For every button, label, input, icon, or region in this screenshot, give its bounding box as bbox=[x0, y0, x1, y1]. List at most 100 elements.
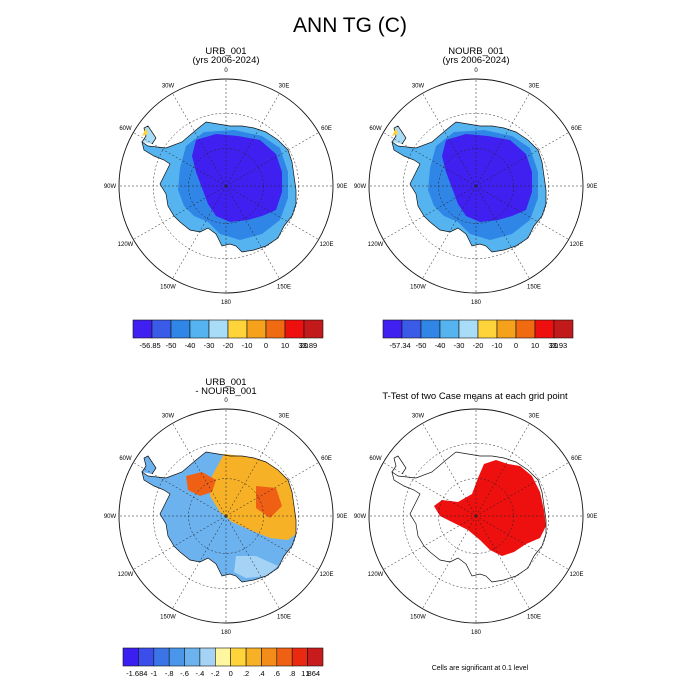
colorbar-swatch bbox=[458, 319, 479, 339]
colorbar-diff: -1.684 -1 -.8 -.6 -.4 -.2 0 .2 .4 .6 .8 11.864 bbox=[122, 647, 324, 678]
longitude-label-90w: 90W bbox=[354, 514, 367, 520]
peninsula-coastline bbox=[391, 455, 407, 475]
longitude-label-150w: 150W bbox=[160, 615, 176, 621]
meridian-line bbox=[475, 185, 530, 279]
meridian-line bbox=[383, 185, 477, 240]
colorbar-swatch bbox=[122, 647, 139, 667]
peninsula-coastline bbox=[391, 125, 407, 145]
colorbar-label: -10 bbox=[492, 341, 503, 350]
longitude-label-150e: 150E bbox=[277, 615, 291, 621]
colorbar-swatch bbox=[291, 647, 308, 667]
colorbar-label: -10 bbox=[242, 341, 253, 350]
meridian-line bbox=[225, 132, 319, 187]
meridian-line bbox=[383, 132, 477, 187]
diff-cool-south bbox=[234, 556, 278, 578]
colorbar-swatch bbox=[199, 647, 216, 667]
colorbar-label: -.8 bbox=[165, 669, 174, 678]
longitude-label-0: 0 bbox=[224, 68, 228, 74]
longitude-label-0: 0 bbox=[224, 398, 228, 404]
colorbar-swatch bbox=[227, 319, 248, 339]
colorbar-swatch bbox=[261, 647, 278, 667]
longitude-label-60w: 60W bbox=[369, 126, 382, 132]
colorbar-label: .8 bbox=[289, 669, 295, 678]
panel-title-ttest: T-Test of two Case means at each grid po… bbox=[345, 391, 605, 402]
longitude-label-120w: 120W bbox=[118, 572, 134, 578]
meridian-line bbox=[383, 515, 477, 570]
longitude-label-30e: 30E bbox=[529, 414, 540, 420]
meridian-line bbox=[225, 515, 319, 570]
colorbar-label: -56.85 bbox=[139, 341, 160, 350]
longitude-label-120w: 120W bbox=[118, 242, 134, 248]
peninsula-coastline bbox=[141, 125, 157, 145]
colorbar-swatch bbox=[303, 319, 324, 339]
longitude-label-0: 0 bbox=[474, 68, 478, 74]
colorbar-swatch bbox=[401, 319, 422, 339]
colorbar-swatch bbox=[534, 319, 555, 339]
colorbar-swatch bbox=[284, 319, 305, 339]
colorbar-label: 20 bbox=[550, 341, 558, 350]
peninsula-warm-tip bbox=[142, 128, 148, 136]
longitude-label-30e: 30E bbox=[279, 414, 290, 420]
meridian-line bbox=[475, 515, 530, 609]
antarctica-interior-fill bbox=[442, 134, 532, 222]
longitude-label-120w: 120W bbox=[368, 572, 384, 578]
colorbar-swatch bbox=[215, 647, 232, 667]
colorbar-label: 20 bbox=[300, 341, 308, 350]
panel-urb-line2: (yrs 2006-2024) bbox=[192, 55, 260, 66]
panel-urb-line1: URB_001 bbox=[205, 46, 247, 57]
colorbar-label: 0 bbox=[514, 341, 518, 350]
longitude-label-90e: 90E bbox=[337, 184, 348, 190]
colorbar-swatch bbox=[439, 319, 460, 339]
meridian-line bbox=[475, 185, 569, 240]
panel-title-urb: URB_001 (yrs 2006-2024) bbox=[106, 46, 346, 66]
longitude-label-0: 0 bbox=[474, 398, 478, 404]
meridian-line bbox=[475, 93, 530, 187]
colorbar-label: 0 bbox=[229, 669, 233, 678]
colorbar-label: 1 bbox=[306, 669, 310, 678]
colorbar-label: -40 bbox=[185, 341, 196, 350]
meridian-line bbox=[225, 423, 280, 517]
antarctica-interior-fill bbox=[192, 134, 282, 222]
colorbar-swatch bbox=[132, 319, 153, 339]
colorbar-swatch bbox=[168, 647, 185, 667]
panel-diff-line2: - NOURB_001 bbox=[195, 386, 257, 397]
longitude-label-120e: 120E bbox=[569, 572, 583, 578]
longitude-label-120e: 120E bbox=[569, 242, 583, 248]
colorbar-swatch bbox=[208, 319, 229, 339]
longitude-label-30w: 30W bbox=[162, 414, 175, 420]
colorbar-label: -30 bbox=[204, 341, 215, 350]
colorbar-swatch bbox=[515, 319, 536, 339]
longitude-label-180: 180 bbox=[471, 630, 482, 636]
colorbar-swatch bbox=[265, 319, 286, 339]
meridian-line bbox=[475, 515, 569, 570]
meridian-line bbox=[422, 93, 477, 187]
panel-diff-line1: URB_001 bbox=[205, 377, 247, 388]
colorbar-label: -.6 bbox=[180, 669, 189, 678]
meridian-line bbox=[225, 185, 280, 279]
meridian-line bbox=[383, 462, 477, 517]
colorbar-label: -40 bbox=[435, 341, 446, 350]
meridian-line bbox=[225, 462, 319, 517]
panel-title-nourb: NOURB_001 (yrs 2006-2024) bbox=[356, 47, 596, 66]
map-rim bbox=[118, 78, 334, 294]
peninsula-coastline bbox=[141, 455, 157, 475]
colorbar-swatch bbox=[496, 319, 517, 339]
meridian-line bbox=[475, 132, 569, 187]
meridian-line bbox=[475, 423, 530, 517]
longitude-label-150e: 150E bbox=[527, 285, 541, 291]
meridian-line bbox=[422, 185, 477, 279]
map-rim bbox=[368, 78, 584, 294]
longitude-label-180: 180 bbox=[471, 300, 482, 306]
panel-ttest-line1: T-Test of two Case means at each grid po… bbox=[382, 391, 568, 402]
longitude-label-90e: 90E bbox=[587, 514, 598, 520]
colorbar-label: .6 bbox=[274, 669, 280, 678]
colorbar-swatch bbox=[420, 319, 441, 339]
longitude-label-150w: 150W bbox=[410, 615, 426, 621]
longitude-label-90w: 90W bbox=[104, 514, 117, 520]
colorbar-swatch bbox=[245, 647, 262, 667]
figure-title: ANN TG (C) bbox=[293, 14, 407, 37]
longitude-label-30e: 30E bbox=[279, 84, 290, 90]
colorbar-label: -57.34 bbox=[389, 341, 410, 350]
meridian-line bbox=[133, 462, 227, 517]
